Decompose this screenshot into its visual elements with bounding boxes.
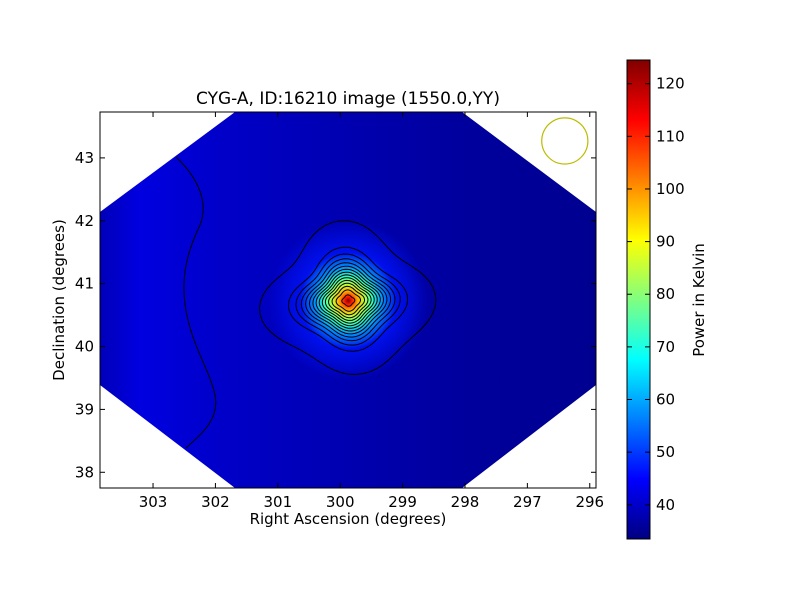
x-tick-label: 303 [139,493,168,511]
colorbar-tick-label: 60 [656,391,675,409]
contour-line [318,274,378,327]
colorbar-tick-label: 80 [656,285,675,303]
x-tick-label: 301 [263,493,292,511]
y-tick-label: 42 [75,212,94,230]
x-tick-label: 296 [575,493,604,511]
contour-line [335,289,361,312]
plot-frame [99,111,597,489]
x-tick-label: 299 [388,493,417,511]
contour-line [305,262,392,338]
colorbar-tick-label: 70 [656,338,675,356]
colorbar-ticks: 40 50 60 70 80 90 100 110 120 [627,75,685,514]
contour-line [321,277,375,324]
x-axis-label: Right Ascension (degrees) [250,510,447,528]
colorbar-tick-label: 100 [656,180,685,198]
colorbar-tick-label: 110 [656,127,685,145]
contour-line [341,294,356,307]
contour-line [328,282,369,319]
x-tick-label: 298 [451,493,480,511]
source-emission [268,220,429,381]
contour-lines [258,220,437,376]
x-tick-label: 300 [326,493,355,511]
y-tick-label: 39 [75,400,94,418]
y-tick-label: 40 [75,338,94,356]
chart-title: CYG-A, ID:16210 image (1550.0,YY) [196,89,500,109]
contour-line [324,279,372,321]
contour-line [287,246,409,352]
colorbar-tick-label: 90 [656,233,675,251]
contour-line [315,271,381,329]
colorbar [626,59,651,540]
contour-line [295,253,401,346]
y-axis: 38 39 40 41 42 43 [75,149,596,481]
background-contour-line [175,156,217,449]
contour-line [258,220,437,376]
colorbar-tick-label: 120 [656,75,685,93]
contour-line [308,265,388,335]
colorbar-label: Power in Kelvin [690,243,708,357]
contour-line [300,258,396,342]
x-tick-label: 302 [201,493,230,511]
contour-line [331,285,365,316]
plot-area [100,112,596,488]
y-tick-label: 41 [75,275,94,293]
beam-marker [541,117,589,165]
y-axis-label: Declination (degrees) [50,219,68,381]
colorbar-tick-label: 40 [656,496,675,514]
y-tick-label: 43 [75,149,94,167]
x-axis: 303 302 301 300 299 298 297 296 [139,112,604,511]
colorbar-tick-label: 50 [656,443,675,461]
y-tick-label: 38 [75,463,94,481]
contour-line [312,268,384,332]
x-tick-label: 297 [513,493,542,511]
